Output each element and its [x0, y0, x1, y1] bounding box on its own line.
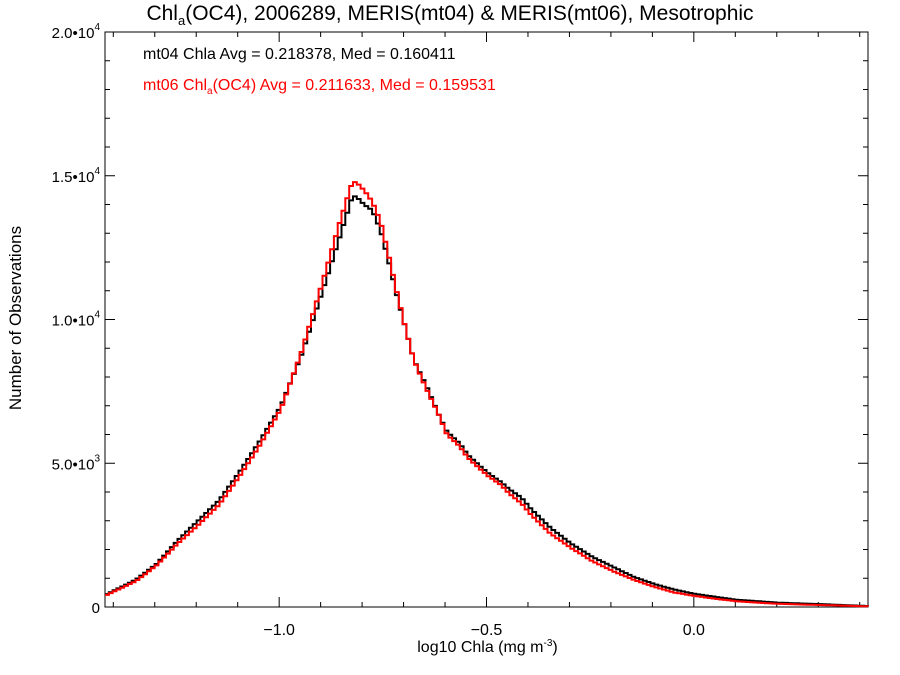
y-tick-label: 1.0•104	[52, 310, 101, 330]
annotation-mt04: mt04 Chla Avg = 0.218378, Med = 0.160411	[143, 46, 456, 63]
title-part-1: Chl	[146, 2, 178, 25]
chart-title: Chla(OC4), 2006289, MERIS(mt04) & MERIS(…	[0, 2, 900, 28]
title-subscript: a	[177, 13, 186, 28]
y-tick-label-base: 1.5•10	[52, 169, 95, 186]
annotation-mt06-subscript: a	[207, 86, 213, 97]
y-tick-label-base: 2.0•10	[52, 25, 95, 42]
annotation-mt06: mt06 Chla(OC4) Avg = 0.211633, Med = 0.1…	[143, 77, 496, 97]
plot-frame	[104, 31, 869, 608]
series-line-mt04	[105, 195, 869, 607]
y-tick-label-exponent: 4	[94, 310, 100, 321]
annotation-mt06-part-2: (OC4) Avg = 0.211633, Med = 0.159531	[212, 77, 496, 94]
y-tick-label-base: 1.0•10	[52, 313, 95, 330]
x-axis-label: log10 Chla (mg m-3)	[105, 638, 870, 657]
y-tick-label-exponent: 4	[94, 22, 100, 33]
y-tick-label-exponent: 4	[94, 166, 100, 177]
x-axis-label-superscript: -3	[543, 638, 553, 649]
x-tick-label: −1.0	[263, 622, 295, 639]
annotation-mt06-part-1: mt06 Chl	[143, 77, 208, 94]
y-tick-label: 1.5•104	[52, 166, 101, 186]
y-tick-label-base: 5.0•10	[52, 456, 95, 473]
x-tick-label: 0.0	[683, 622, 705, 639]
x-tick-label: −0.5	[471, 622, 503, 639]
x-axis-label-part-1: log10 Chla (mg m	[417, 639, 544, 656]
series-line-mt06	[105, 181, 869, 608]
y-tick-label: 5.0•103	[52, 453, 101, 473]
x-axis-label-part-2: )	[552, 639, 558, 656]
y-tick-label: 2.0•104	[52, 22, 101, 42]
y-tick-label: 0	[92, 600, 100, 617]
title-part-2: (OC4), 2006289, MERIS(mt04) & MERIS(mt06…	[185, 2, 754, 25]
y-tick-label-exponent: 3	[94, 453, 100, 464]
y-tick-label-base: 0	[92, 600, 100, 617]
